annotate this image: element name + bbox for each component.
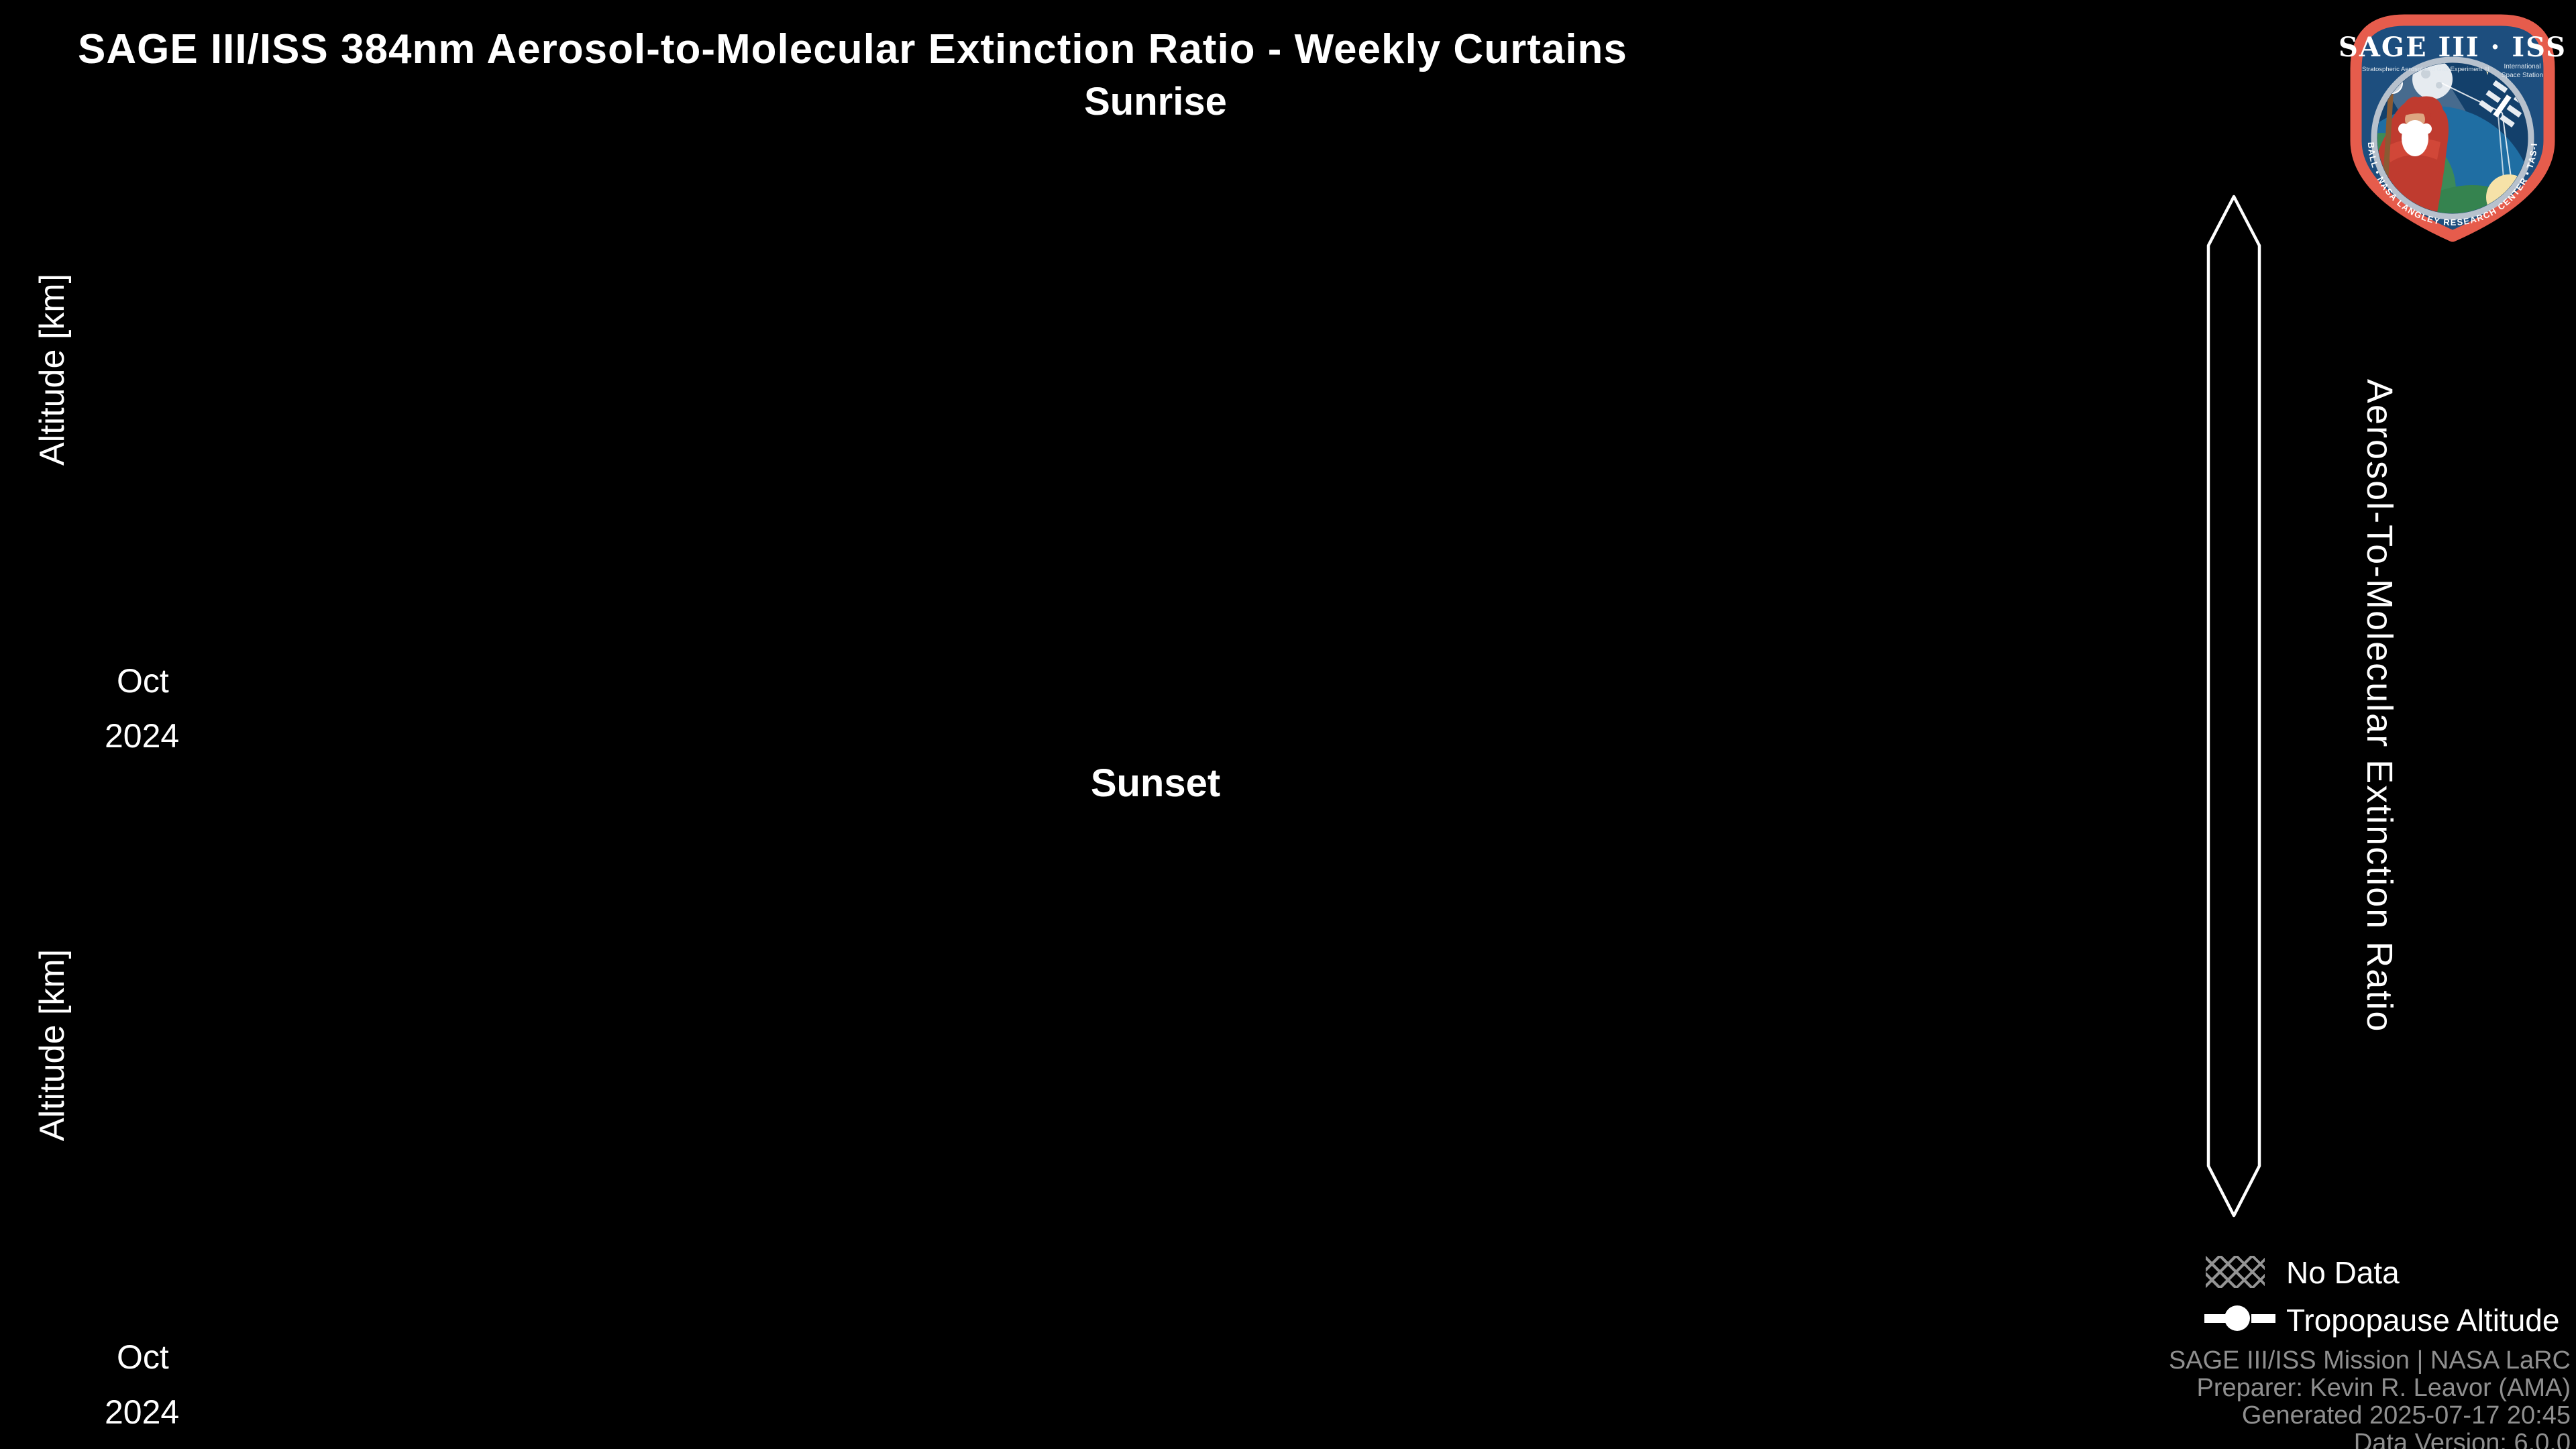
- moon-crater: [2421, 69, 2430, 78]
- colorbar-bar: [2206, 195, 2261, 1218]
- sage-iii-iss-mission-patch-logo: SAGE III · ISS Stratospheric Aerosol and…: [2333, 4, 2567, 242]
- y-axis-label-sunrise: Altitude [km]: [33, 273, 72, 466]
- figure-title: SAGE III/ISS 384nm Aerosol-to-Molecular …: [78, 26, 1627, 72]
- panel-title-sunset: Sunset: [1090, 761, 1221, 805]
- no-data-hatch-icon: [2206, 1256, 2265, 1288]
- credits-line: Generated 2025-07-17 20:45: [2241, 1401, 2571, 1430]
- colorbar: [2206, 195, 2261, 1218]
- legend-label-tropopause: Tropopause Altitude: [2286, 1303, 2560, 1338]
- moon-crater: [2436, 82, 2443, 89]
- month-label-sunset: Oct: [117, 1338, 169, 1376]
- tropopause-dash-icon: [2204, 1314, 2229, 1323]
- panel-title-sunrise: Sunrise: [1084, 80, 1227, 123]
- tropopause-dash-icon: [2251, 1314, 2275, 1323]
- credits-line: Data Version: 6.0.0: [2353, 1429, 2571, 1449]
- tropopause-dot-icon: [2224, 1305, 2250, 1331]
- patch-subtitle-left: Stratospheric Aerosol and Gas Experiment…: [2362, 66, 2489, 73]
- patch-subtitle-right: International: [2504, 63, 2540, 70]
- year-label-sunset: 2024: [105, 1393, 180, 1431]
- credits-block: SAGE III/ISS Mission | NASA LaRC Prepare…: [1631, 1347, 2571, 1449]
- colorbar-label: Aerosol-To-Molecular Extinction Ratio: [2359, 378, 2400, 1033]
- credits-line: SAGE III/ISS Mission | NASA LaRC: [2168, 1346, 2571, 1375]
- legend-label-no-data: No Data: [2286, 1255, 2400, 1290]
- patch-subtitle-right: Space Station: [2502, 72, 2543, 79]
- month-label-sunrise: Oct: [117, 662, 169, 700]
- y-axis-label-sunset: Altitude [km]: [33, 949, 72, 1142]
- year-label-sunrise: 2024: [105, 717, 180, 755]
- patch-title: SAGE III · ISS: [2339, 32, 2567, 63]
- credits-line: Preparer: Kevin R. Leavor (AMA): [2196, 1374, 2571, 1402]
